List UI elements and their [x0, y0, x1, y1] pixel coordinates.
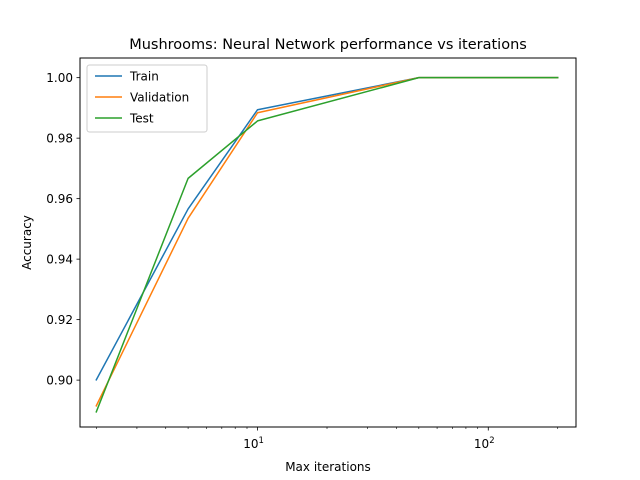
- plot-frame: [79, 57, 577, 428]
- legend-label-test: Test: [129, 111, 154, 125]
- x-tick-label: 101: [243, 436, 264, 451]
- legend: Train Validation Test: [86, 64, 208, 133]
- legend-label-train: Train: [129, 69, 159, 83]
- y-axis-label: Accuracy: [20, 215, 34, 270]
- y-tick-label: 1.00: [46, 71, 73, 85]
- y-tick-label: 0.92: [46, 313, 73, 327]
- legend-box: [86, 64, 208, 133]
- series-line-test: [95, 76, 559, 413]
- x-tick-label: 102: [474, 436, 495, 451]
- legend-label-validation: Validation: [130, 90, 189, 104]
- y-tick-label: 0.96: [46, 192, 73, 206]
- y-tick-label: 0.98: [46, 131, 73, 145]
- y-tick-label: 0.90: [46, 373, 73, 387]
- y-tick-label: 0.94: [46, 252, 73, 266]
- x-axis-label: Max iterations: [285, 460, 371, 474]
- chart-title: Mushrooms: Neural Network performance vs…: [129, 37, 527, 53]
